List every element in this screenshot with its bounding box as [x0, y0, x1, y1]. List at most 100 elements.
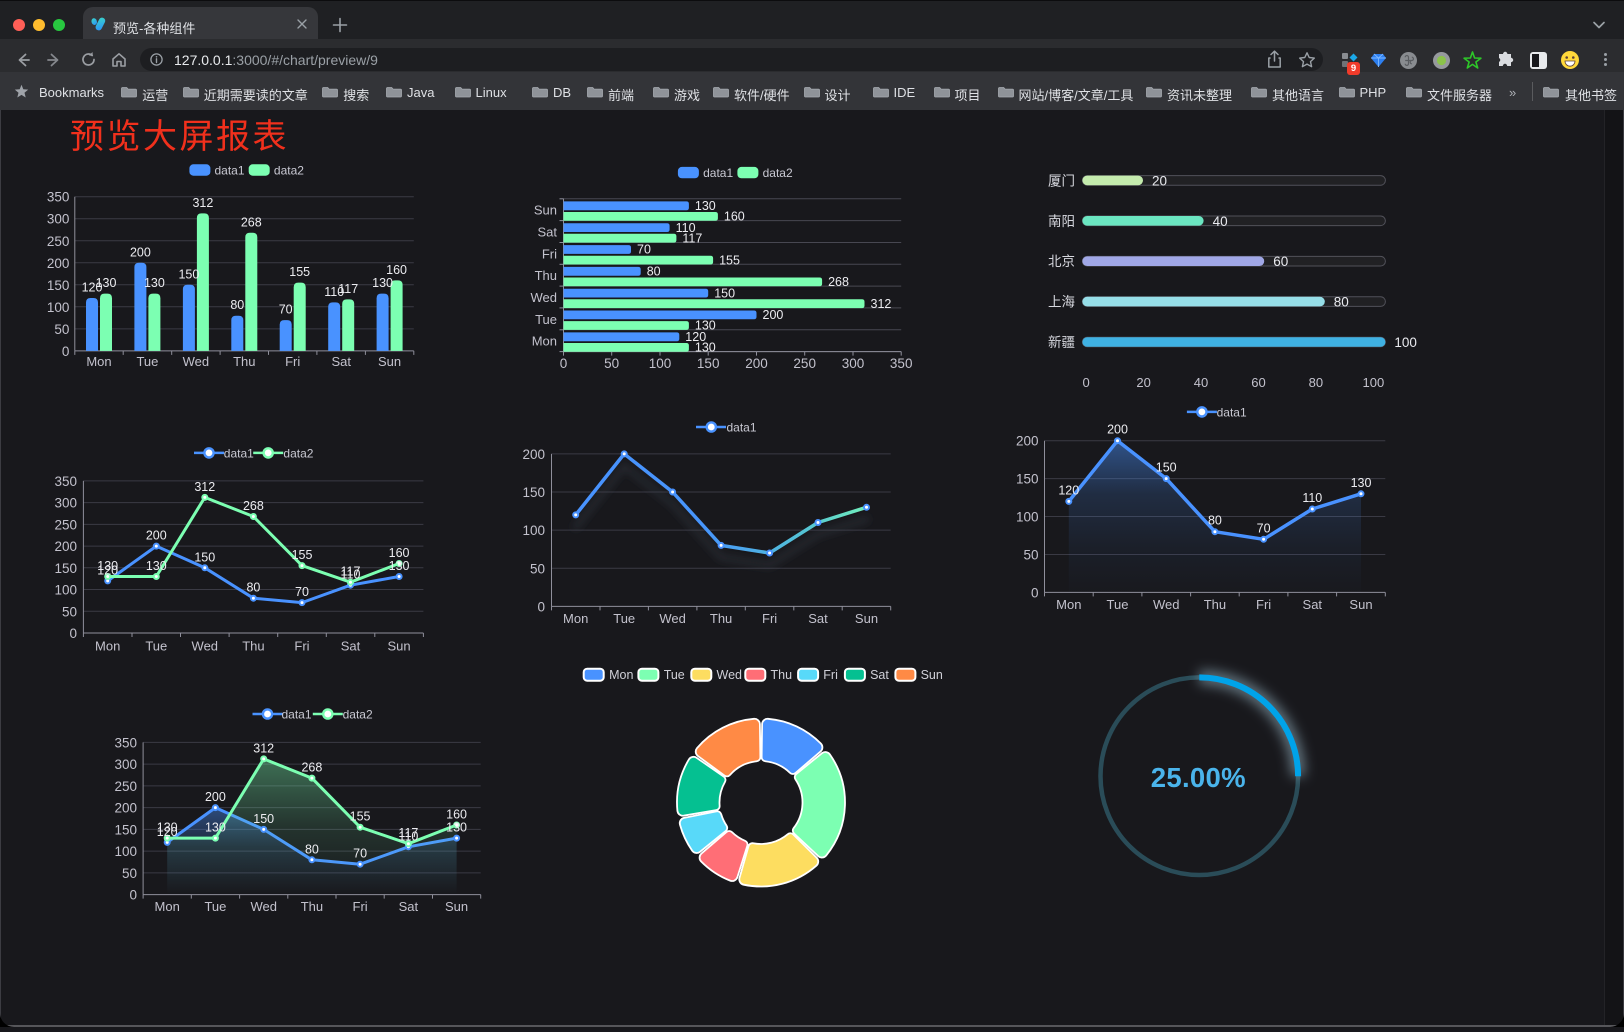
svg-text:data2: data2 [274, 163, 304, 177]
svg-text:312: 312 [194, 480, 215, 494]
svg-text:100: 100 [47, 300, 70, 315]
svg-text:50: 50 [1023, 548, 1038, 563]
svg-text:80: 80 [1334, 295, 1349, 310]
svg-text:250: 250 [793, 356, 816, 371]
svg-text:117: 117 [338, 282, 358, 296]
svg-text:100: 100 [114, 844, 137, 859]
svg-text:200: 200 [205, 790, 226, 804]
svg-text:120: 120 [157, 825, 178, 839]
svg-text:80: 80 [647, 265, 661, 279]
svg-text:Sun: Sun [388, 638, 411, 653]
svg-text:80: 80 [305, 842, 319, 856]
svg-text:Mon: Mon [563, 611, 588, 626]
svg-text:70: 70 [295, 585, 309, 599]
svg-text:160: 160 [389, 546, 410, 560]
svg-text:data1: data1 [1217, 405, 1247, 419]
svg-text:Fri: Fri [285, 354, 300, 369]
svg-text:312: 312 [871, 297, 892, 311]
svg-text:Sun: Sun [1349, 597, 1372, 612]
svg-text:Tue: Tue [613, 611, 635, 626]
svg-text:300: 300 [54, 496, 77, 511]
svg-text:Mon: Mon [86, 354, 111, 369]
svg-text:200: 200 [1107, 423, 1128, 437]
svg-text:70: 70 [637, 243, 651, 257]
svg-text:data2: data2 [343, 708, 373, 722]
svg-text:120: 120 [685, 330, 706, 344]
svg-text:155: 155 [719, 253, 740, 267]
svg-text:130: 130 [205, 821, 226, 835]
svg-text:Mon: Mon [609, 668, 633, 682]
svg-text:Mon: Mon [532, 334, 557, 349]
svg-text:150: 150 [522, 485, 545, 500]
svg-text:130: 130 [97, 559, 118, 573]
svg-text:200: 200 [1016, 434, 1039, 449]
svg-text:110: 110 [324, 285, 344, 299]
svg-text:200: 200 [146, 529, 167, 543]
svg-text:110: 110 [398, 829, 418, 843]
svg-text:data1: data1 [282, 708, 312, 722]
svg-text:0: 0 [69, 626, 77, 641]
svg-text:250: 250 [114, 779, 137, 794]
svg-text:130: 130 [157, 821, 178, 835]
svg-text:Mon: Mon [155, 899, 180, 914]
svg-text:150: 150 [697, 356, 720, 371]
svg-text:0: 0 [537, 599, 545, 614]
svg-text:117: 117 [341, 565, 361, 579]
svg-text:120: 120 [1058, 483, 1079, 497]
svg-text:312: 312 [253, 741, 274, 755]
svg-text:Mon: Mon [1056, 597, 1081, 612]
svg-text:60: 60 [1251, 375, 1265, 390]
svg-text:Thu: Thu [710, 611, 732, 626]
svg-text:130: 130 [372, 276, 393, 290]
svg-text:150: 150 [178, 267, 199, 281]
svg-text:155: 155 [289, 265, 310, 279]
svg-text:160: 160 [724, 210, 745, 224]
svg-text:Tue: Tue [1107, 597, 1129, 612]
svg-text:150: 150 [54, 561, 77, 576]
svg-text:80: 80 [246, 581, 260, 595]
svg-text:50: 50 [122, 866, 137, 881]
svg-text:40: 40 [1194, 375, 1208, 390]
svg-text:厦门: 厦门 [1048, 173, 1075, 188]
svg-text:268: 268 [828, 275, 849, 289]
svg-text:Tue: Tue [145, 638, 167, 653]
svg-text:70: 70 [353, 847, 367, 861]
svg-text:200: 200 [763, 308, 784, 322]
svg-text:50: 50 [604, 356, 619, 371]
svg-text:Wed: Wed [717, 668, 743, 682]
svg-text:350: 350 [54, 474, 77, 489]
svg-text:Sat: Sat [1303, 597, 1323, 612]
svg-text:Wed: Wed [531, 290, 558, 305]
svg-text:data1: data1 [703, 166, 733, 180]
svg-text:70: 70 [279, 303, 293, 317]
svg-text:Thu: Thu [1204, 597, 1226, 612]
svg-text:130: 130 [146, 559, 167, 573]
svg-text:20: 20 [1136, 375, 1150, 390]
svg-text:130: 130 [446, 821, 467, 835]
svg-text:60: 60 [1273, 254, 1288, 269]
svg-text:150: 150 [1016, 472, 1039, 487]
svg-text:Wed: Wed [192, 638, 219, 653]
svg-text:Thu: Thu [233, 354, 255, 369]
svg-text:50: 50 [530, 561, 545, 576]
svg-text:200: 200 [130, 245, 151, 259]
svg-text:160: 160 [386, 263, 407, 277]
svg-text:0: 0 [1082, 375, 1089, 390]
svg-text:130: 130 [389, 559, 410, 573]
svg-text:data2: data2 [283, 446, 313, 460]
svg-text:Wed: Wed [250, 899, 277, 914]
svg-text:Thu: Thu [771, 668, 793, 682]
svg-text:data2: data2 [763, 166, 793, 180]
svg-text:Sun: Sun [855, 611, 878, 626]
svg-text:0: 0 [62, 344, 70, 359]
svg-text:120: 120 [82, 281, 103, 295]
svg-text:350: 350 [114, 735, 137, 750]
svg-text:80: 80 [1208, 514, 1222, 528]
svg-text:200: 200 [54, 539, 77, 554]
svg-text:130: 130 [695, 319, 716, 333]
svg-text:Thu: Thu [242, 638, 264, 653]
svg-text:300: 300 [842, 356, 865, 371]
svg-text:Sun: Sun [378, 354, 401, 369]
svg-text:0: 0 [560, 356, 568, 371]
svg-text:data1: data1 [215, 163, 245, 177]
